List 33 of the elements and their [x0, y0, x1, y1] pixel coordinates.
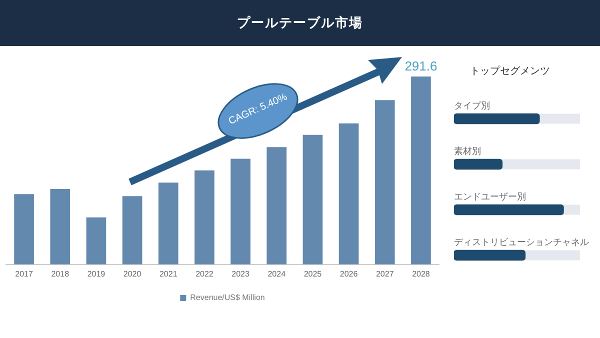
- x-tick-label: 2023: [232, 269, 250, 278]
- bar: [302, 134, 323, 264]
- y-tick-label: エンドユーザー別: [454, 192, 526, 203]
- annotation: CAGR: 5.40%: [226, 90, 290, 130]
- x-tick-label: 2022: [196, 269, 214, 278]
- x-tick-label: 2028: [412, 269, 430, 278]
- bar: [374, 100, 395, 264]
- x-tick-label: 2026: [340, 269, 358, 278]
- bar: [266, 147, 287, 264]
- bar: [14, 194, 34, 264]
- bar: [194, 170, 214, 264]
- bar: [50, 189, 70, 264]
- x-tick-label: 2024: [268, 269, 286, 278]
- x-tick-label: 2017: [15, 269, 34, 278]
- x-tick-label: 2025: [304, 269, 322, 278]
- x-tick-label: 2018: [51, 269, 70, 278]
- bar: [86, 217, 106, 264]
- x-tick-label: 2021: [159, 269, 178, 278]
- x-tick-label: 2020: [123, 269, 142, 278]
- chart-title: トップセグメンツ: [469, 64, 551, 78]
- chart-title: プールテーブル市場: [0, 0, 600, 46]
- bar: [411, 76, 431, 264]
- y-tick-label: ディストリビューションチャネル: [454, 237, 589, 248]
- data-label: 291.6: [404, 58, 438, 74]
- bar: [122, 196, 142, 264]
- bar: [230, 158, 250, 264]
- y-tick-label: 素材別: [454, 146, 481, 158]
- legend-label: Revenue/US$ Million: [190, 293, 265, 302]
- x-tick-label: 2019: [87, 269, 106, 278]
- y-tick-label: タイプ別: [454, 100, 490, 112]
- bar: [158, 182, 178, 264]
- bar: [338, 123, 359, 264]
- x-tick-label: 2027: [376, 269, 394, 278]
